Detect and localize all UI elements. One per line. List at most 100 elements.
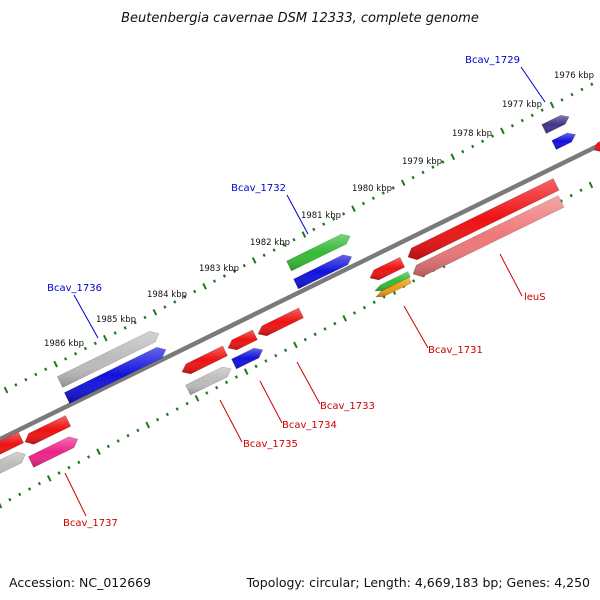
minor-tick (490, 134, 495, 138)
gene-edge-red-1[interactable] (0, 431, 25, 457)
label-leader-lines (64, 66, 546, 517)
minor-tick (570, 92, 574, 97)
gene-bcav-1729-cds[interactable] (551, 132, 576, 150)
minor-tick (590, 82, 594, 86)
minor-tick (83, 346, 87, 351)
gene-bcav-1731-cds[interactable] (375, 277, 412, 298)
minor-tick (215, 385, 219, 390)
minor-tick (381, 191, 385, 195)
gene-bcav-1734-cds[interactable] (231, 347, 264, 370)
gene-bcav-1737[interactable] (24, 415, 72, 445)
gene-bcav-1732-cds[interactable] (293, 254, 353, 290)
minor-tick (372, 300, 376, 305)
minor-tick (274, 353, 278, 358)
minor-tick (212, 279, 217, 283)
minor-tick (262, 253, 266, 258)
minor-tick (232, 269, 236, 273)
scale-label-1981: 1981 kbp (301, 211, 341, 221)
minor-tick (193, 289, 197, 294)
major-tick (46, 475, 52, 482)
minor-tick (391, 186, 395, 190)
gene-label-bcav-1733[interactable]: Bcav_1733 (320, 401, 375, 412)
minor-tick (224, 380, 229, 385)
gene-label-bcav-1729[interactable]: Bcav_1729 (465, 55, 520, 66)
gene-label-bcav-1732[interactable]: Bcav_1732 (231, 183, 286, 194)
minor-tick (93, 341, 97, 346)
scale-label-1976: 1976 kbp (554, 71, 594, 81)
gene-bcav-1731-rna[interactable] (374, 271, 411, 292)
minor-tick (333, 321, 337, 326)
gene-label-bcav-1731[interactable]: Bcav_1731 (428, 345, 483, 356)
minor-tick (175, 407, 179, 411)
gene-label-bcav-1737[interactable]: Bcav_1737 (63, 518, 118, 529)
gene-label-bcav-1735[interactable]: Bcav_1735 (243, 439, 298, 450)
minor-tick (183, 295, 187, 299)
minor-tick (441, 160, 445, 164)
major-tick (301, 231, 307, 238)
gene-bcav-1735[interactable] (181, 345, 228, 375)
minor-tick (254, 364, 258, 369)
scale-label-1983: 1983 kbp (199, 264, 239, 274)
minor-tick (323, 327, 327, 331)
minor-tick (292, 237, 296, 242)
minor-tick (569, 193, 573, 198)
minor-tick (580, 87, 584, 92)
minor-tick (282, 243, 286, 247)
major-tick (588, 181, 594, 189)
minor-tick (520, 118, 524, 123)
minor-tick (163, 305, 167, 309)
major-tick (96, 448, 101, 455)
major-tick (3, 386, 9, 394)
major-tick (102, 334, 108, 342)
major-tick (243, 368, 249, 375)
gene-labels: Bcav_1729 Bcav_1732 Bcav_1736 leuS Bcav_… (47, 55, 545, 529)
gene-label-bcav-1736[interactable]: Bcav_1736 (47, 283, 102, 294)
minor-tick (123, 326, 127, 330)
gene-bcav-1734[interactable] (227, 329, 258, 351)
minor-tick (361, 201, 366, 206)
minor-tick (342, 212, 346, 216)
gene-bcav-1737-cds[interactable] (28, 436, 79, 468)
scale-label-1978: 1978 kbp (452, 129, 492, 139)
leader-bcav-1729 (520, 66, 546, 103)
minor-tick (481, 139, 485, 143)
minor-tick (173, 300, 177, 304)
scale-label-1982: 1982 kbp (250, 238, 290, 248)
major-tick (152, 308, 158, 316)
leader-bcav-1736 (73, 294, 99, 339)
genome-backbone (0, 142, 600, 442)
gene-bcav-1731[interactable] (369, 256, 406, 281)
gene-leus[interactable] (407, 178, 560, 261)
gene-bcav-1735-cds[interactable] (185, 366, 232, 396)
minor-tick (411, 175, 415, 180)
minor-tick (87, 455, 91, 459)
upper-scale-line (3, 82, 594, 394)
major-tick (342, 314, 348, 322)
minor-tick (352, 311, 357, 315)
gene-label-bcav-1734[interactable]: Bcav_1734 (282, 420, 337, 431)
scale-ticks (0, 82, 594, 509)
minor-tick (113, 331, 117, 335)
minor-tick (143, 315, 147, 320)
minor-tick (156, 417, 160, 422)
gene-edge-gray[interactable] (0, 451, 26, 480)
minor-tick (14, 383, 18, 387)
gene-leus-cds[interactable] (412, 195, 565, 278)
minor-tick (421, 170, 425, 175)
gene-bcav-1732[interactable] (286, 233, 351, 272)
minor-tick (24, 377, 28, 382)
gene-bcav-1729[interactable] (541, 114, 570, 134)
major-tick (400, 179, 406, 187)
minor-tick (126, 433, 130, 438)
gene-bcav-1733[interactable] (257, 307, 304, 337)
minor-tick (234, 375, 238, 379)
gene-label-leus[interactable]: leuS (524, 292, 546, 303)
gene-edge-red-2[interactable] (593, 137, 600, 152)
gene-bcav-1736[interactable] (57, 330, 160, 388)
minor-tick (471, 144, 475, 149)
leader-bcav-1737 (64, 472, 87, 517)
minor-tick (540, 108, 544, 112)
gene-bcav-1736-cds[interactable] (64, 346, 167, 404)
minor-tick (412, 279, 416, 283)
minor-tick (133, 320, 137, 325)
